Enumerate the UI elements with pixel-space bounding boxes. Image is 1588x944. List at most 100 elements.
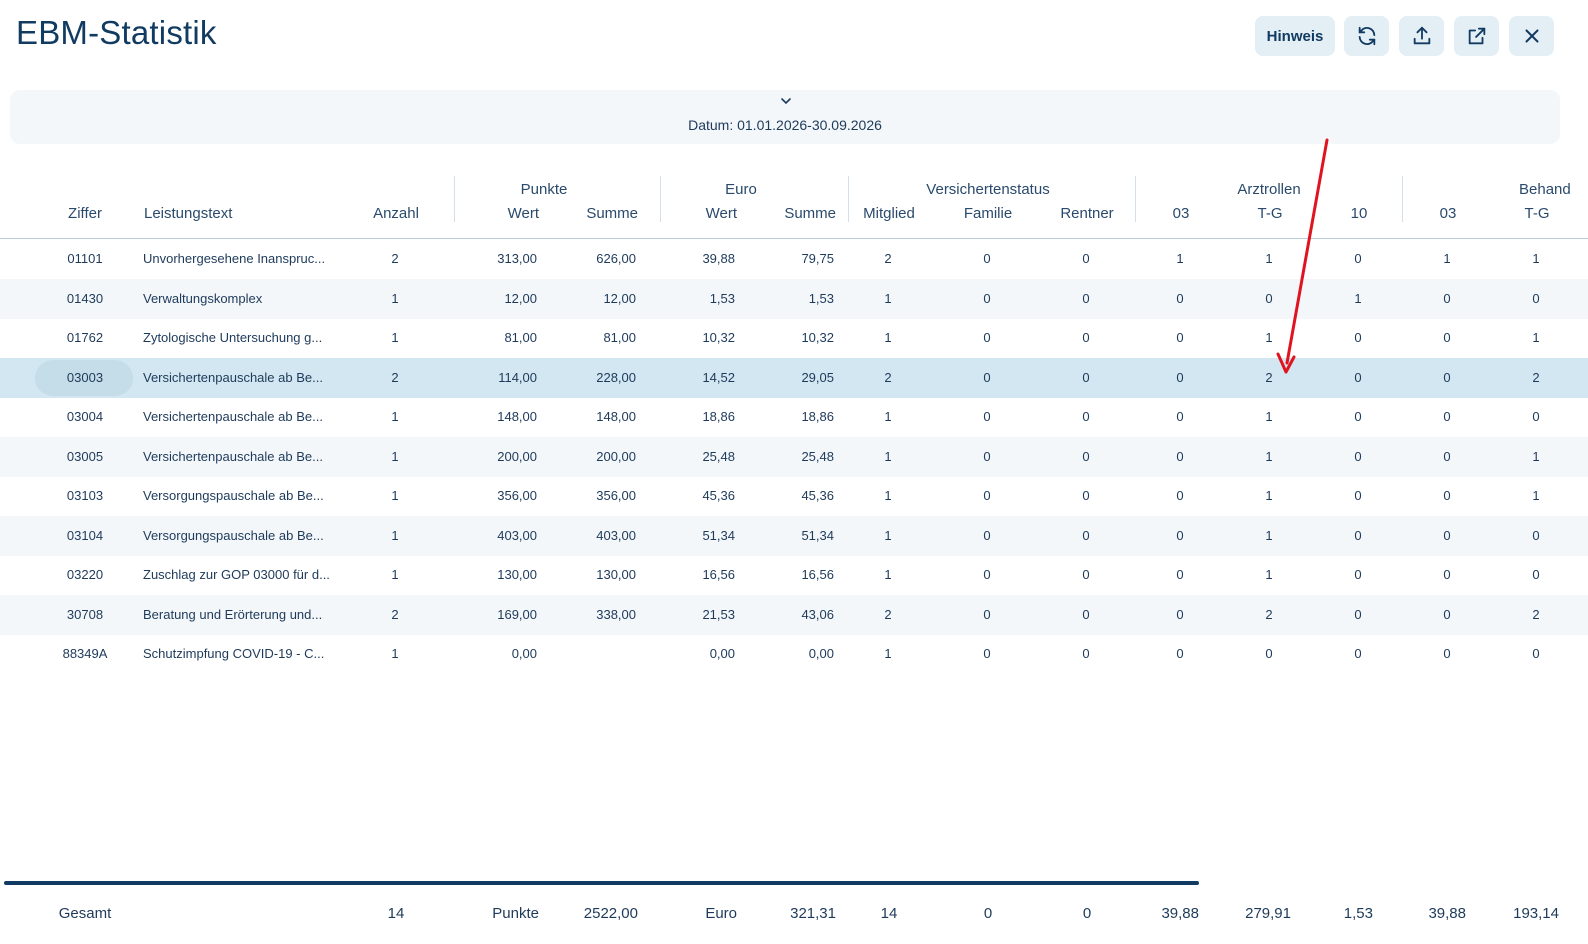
table-row[interactable]: 03004 Versichertenpauschale ab Be... 1 148,…	[0, 397, 1588, 437]
cell-behand-03: 0	[1443, 290, 1451, 306]
header-divider	[0, 238, 1588, 239]
table-row[interactable]: 03003 Versichertenpauschale ab Be... 2 114,…	[0, 357, 1588, 398]
cell-anzahl: 1	[391, 409, 399, 424]
cell-arzt-03: 0	[1176, 527, 1184, 543]
cell-euro-summe: 51,34	[801, 527, 834, 543]
page-title: EBM-Statistik	[16, 14, 217, 51]
chevron-down-icon[interactable]	[779, 94, 793, 108]
col-header-punkte-summe[interactable]: Summe	[586, 205, 638, 222]
cell-familie: 0	[983, 567, 991, 582]
col-header-behand-tg[interactable]: T-G	[1524, 205, 1550, 222]
cell-arzt-03: 0	[1176, 369, 1184, 385]
cell-leistungstext: Versichertenpauschale ab Be...	[143, 369, 323, 385]
cell-euro-wert: 51,34	[702, 527, 735, 543]
external-link-icon	[1468, 27, 1485, 45]
col-header-behand-03[interactable]: 03	[1439, 205, 1457, 222]
cell-punkte-summe: 403,00	[596, 527, 636, 543]
cell-punkte-wert: 169,00	[497, 606, 537, 622]
cell-euro-summe: 16,56	[801, 567, 834, 582]
cell-rentner: 0	[1082, 369, 1090, 385]
cell-leistungstext: Zytologische Untersuchung g...	[143, 330, 323, 345]
cell-punkte-wert: 313,00	[497, 251, 537, 266]
col-header-anzahl[interactable]: Anzahl	[373, 205, 419, 222]
cell-arzt-03: 0	[1176, 330, 1184, 345]
cell-rentner: 0	[1082, 527, 1090, 543]
cell-euro-summe: 45,36	[801, 488, 834, 503]
cell-anzahl: 2	[391, 369, 399, 385]
footer-arzt-03: 39,88	[1161, 905, 1199, 922]
cell-behand-tg: 2	[1532, 606, 1540, 622]
cell-mitglied: 1	[884, 448, 892, 464]
cell-punkte-wert: 200,00	[497, 448, 537, 464]
cell-leistungstext: Zuschlag zur GOP 03000 für d...	[143, 567, 330, 582]
cell-euro-summe: 29,05	[801, 369, 834, 385]
cell-ziffer: 03004	[66, 409, 104, 424]
col-header-arzt-03[interactable]: 03	[1172, 205, 1190, 222]
cell-behand-tg: 1	[1532, 488, 1540, 503]
table-row[interactable]: 03103 Versorgungspauschale ab Be... 1 356,0…	[0, 476, 1588, 516]
footer-punkte-label: Punkte	[492, 905, 539, 922]
cell-arzt-03: 1	[1176, 251, 1184, 266]
cell-euro-summe: 0,00	[808, 646, 834, 661]
table-row[interactable]: 01101 Unvorhergesehene Inanspruc... 2 313,0…	[0, 239, 1588, 279]
cell-anzahl: 2	[391, 251, 399, 266]
cell-euro-wert: 18,86	[702, 409, 735, 424]
col-header-euro-summe[interactable]: Summe	[784, 205, 836, 222]
table-row[interactable]: 30708 Beratung und Erörterung und... 2 169,…	[0, 594, 1588, 635]
cell-arzt-10: 0	[1354, 527, 1362, 543]
cell-euro-wert: 16,56	[702, 567, 735, 582]
refresh-icon	[1358, 26, 1375, 46]
export-button[interactable]	[1399, 16, 1444, 56]
table-row[interactable]: 03220 Zuschlag zur GOP 03000 für d... 1 130…	[0, 555, 1588, 595]
column-separator	[454, 176, 455, 222]
cell-rentner: 0	[1082, 448, 1090, 464]
cell-ziffer: 03005	[66, 448, 104, 464]
cell-mitglied: 1	[884, 409, 892, 424]
table-row[interactable]: 03104 Versorgungspauschale ab Be... 1 403,0…	[0, 515, 1588, 556]
cell-euro-summe: 10,32	[801, 330, 834, 345]
cell-rentner: 0	[1082, 488, 1090, 503]
column-separator	[1402, 176, 1403, 222]
horizontal-scrollbar[interactable]	[4, 881, 1199, 885]
col-header-arzt-10[interactable]: 10	[1350, 205, 1368, 222]
table-row[interactable]: 88349A Schutzimpfung COVID-19 - C... 1 0,00…	[0, 634, 1588, 674]
cell-arzt-10: 1	[1354, 290, 1362, 306]
cell-euro-summe: 43,06	[801, 606, 834, 622]
cell-rentner: 0	[1082, 330, 1090, 345]
col-header-rentner[interactable]: Rentner	[1060, 205, 1114, 222]
column-separator	[1135, 176, 1136, 222]
col-header-arzt-tg[interactable]: T-G	[1257, 205, 1283, 222]
col-header-ziffer[interactable]: Ziffer	[68, 205, 102, 222]
col-header-familie[interactable]: Familie	[963, 205, 1013, 222]
refresh-button[interactable]	[1344, 16, 1389, 56]
cell-punkte-wert: 0,00	[511, 646, 537, 661]
cell-rentner: 0	[1082, 567, 1090, 582]
cell-mitglied: 2	[884, 606, 892, 622]
cell-arzt-tg: 1	[1265, 527, 1273, 543]
open-external-button[interactable]	[1454, 16, 1499, 56]
cell-punkte-summe: 130,00	[596, 567, 636, 582]
cell-arzt-10: 0	[1354, 448, 1362, 464]
cell-punkte-summe: 81,00	[603, 330, 636, 345]
cell-euro-summe: 25,48	[801, 448, 834, 464]
cell-ziffer: 03003	[66, 369, 104, 385]
col-header-mitglied[interactable]: Mitglied	[863, 205, 915, 222]
col-header-leistungstext[interactable]: Leistungstext	[144, 205, 233, 222]
cell-punkte-summe: 148,00	[596, 409, 636, 424]
cell-anzahl: 1	[391, 646, 399, 661]
cell-anzahl: 1	[391, 488, 399, 503]
table-row[interactable]: 01762 Zytologische Untersuchung g... 1 81,0…	[0, 318, 1588, 358]
footer-anzahl: 14	[387, 905, 405, 922]
col-header-euro-wert[interactable]: Wert	[705, 205, 737, 222]
cell-behand-03: 0	[1443, 646, 1451, 661]
hinweis-button[interactable]: Hinweis	[1255, 16, 1335, 56]
close-button[interactable]	[1509, 16, 1554, 56]
cell-arzt-10: 0	[1354, 488, 1362, 503]
table-row[interactable]: 01430 Verwaltungskomplex 1 12,00 12,00 1,53 1,…	[0, 278, 1588, 319]
cell-rentner: 0	[1082, 290, 1090, 306]
cell-behand-03: 0	[1443, 409, 1451, 424]
filter-panel[interactable]: Datum: 01.01.2026-30.09.2026	[10, 90, 1560, 144]
table-row[interactable]: 03005 Versichertenpauschale ab Be... 1 200,…	[0, 436, 1588, 477]
col-header-punkte-wert[interactable]: Wert	[507, 205, 539, 222]
group-header-versichertenstatus: Versichertenstatus	[926, 181, 1050, 198]
